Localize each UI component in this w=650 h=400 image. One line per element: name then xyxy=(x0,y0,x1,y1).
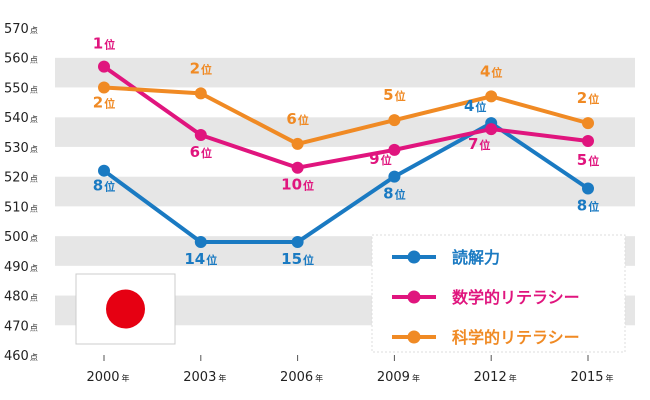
x-tick-label: 2000 年 xyxy=(86,370,129,385)
rank-label: 6位 xyxy=(190,143,212,161)
legend-label: 数学的リテラシー xyxy=(452,288,580,307)
legend-label: 科学的リテラシー xyxy=(452,328,580,347)
rank-label: 7位 xyxy=(468,135,490,153)
japan-flag-icon xyxy=(75,273,176,345)
x-tick-label: 2003 年 xyxy=(183,370,226,385)
x-tick-label: 2015 年 xyxy=(570,370,613,385)
rank-label: 2位 xyxy=(190,59,212,77)
rank-label: 8位 xyxy=(577,197,599,215)
y-tick-label: 570点 xyxy=(4,22,38,37)
x-axis: 2000 年 2003 年 2006 年 2009 年 2012 年 2015 年 xyxy=(86,355,614,385)
y-tick-label: 460点 xyxy=(4,349,38,364)
data-point xyxy=(582,117,594,130)
x-tick-label: 2006 年 xyxy=(280,370,323,385)
y-tick-label: 520点 xyxy=(4,171,38,186)
legend-swatch-dot xyxy=(407,250,421,264)
data-point xyxy=(194,236,207,249)
rank-label: 10位 xyxy=(281,176,314,194)
rank-label: 8位 xyxy=(93,177,115,195)
rank-label: 1位 xyxy=(93,35,115,53)
rank-label: 15位 xyxy=(281,250,314,268)
data-point xyxy=(582,134,594,147)
series-line-2 xyxy=(103,85,589,146)
legend-label: 読解力 xyxy=(452,248,500,267)
x-tick-label: 2012 年 xyxy=(474,370,517,385)
data-point xyxy=(194,87,207,100)
rank-label: 4位 xyxy=(464,97,486,115)
data-point xyxy=(485,123,498,136)
data-point xyxy=(98,164,110,177)
rank-label: 4位 xyxy=(480,62,502,80)
data-point xyxy=(388,114,401,127)
series-layer xyxy=(98,60,594,249)
y-tick-label: 530点 xyxy=(4,141,38,156)
data-point xyxy=(291,161,304,174)
y-tick-label: 550点 xyxy=(4,81,38,96)
series-line-0 xyxy=(102,121,590,245)
grid-band xyxy=(55,176,635,207)
rank-labels: 8位 14位 15位 8位 4位 8位 1位 6位 10位 9位 7位 5位 2位 2位 6位 5位 4位 2位 xyxy=(93,35,599,268)
data-point xyxy=(582,182,594,195)
y-tick-label: 470点 xyxy=(4,319,38,334)
data-point xyxy=(291,236,304,249)
series-line-1 xyxy=(102,65,589,170)
rank-label: 14位 xyxy=(184,250,217,268)
y-tick-label: 540点 xyxy=(4,111,38,126)
data-point xyxy=(194,129,207,142)
grid-band xyxy=(55,146,635,177)
rank-label: 2位 xyxy=(577,89,599,107)
flag-disc xyxy=(106,289,145,329)
data-point xyxy=(388,170,401,183)
data-point xyxy=(98,60,110,73)
rank-label: 6位 xyxy=(286,110,308,128)
y-tick-label: 510点 xyxy=(4,200,38,215)
y-tick-label: 490点 xyxy=(4,260,38,275)
data-point xyxy=(485,90,498,103)
legend-swatch-dot xyxy=(407,330,421,344)
data-point xyxy=(388,143,401,156)
grid-band xyxy=(55,28,635,58)
legend-swatch-dot xyxy=(407,290,421,304)
rank-label: 2位 xyxy=(93,93,115,111)
y-tick-label: 560点 xyxy=(4,52,38,67)
rank-label: 8位 xyxy=(383,185,405,203)
grid-band xyxy=(55,57,635,88)
data-point xyxy=(98,81,110,94)
rank-label: 9位 xyxy=(369,150,391,168)
y-tick-label: 480点 xyxy=(4,290,38,305)
rank-label: 5位 xyxy=(577,151,599,169)
y-axis: 460点 470点 480点 490点 500点 510点 520点 530点 540点 550点… xyxy=(4,22,38,364)
y-tick-label: 500点 xyxy=(4,230,38,245)
x-tick-label: 2009 年 xyxy=(377,370,420,385)
data-point xyxy=(291,137,304,150)
rank-label: 5位 xyxy=(383,86,405,104)
